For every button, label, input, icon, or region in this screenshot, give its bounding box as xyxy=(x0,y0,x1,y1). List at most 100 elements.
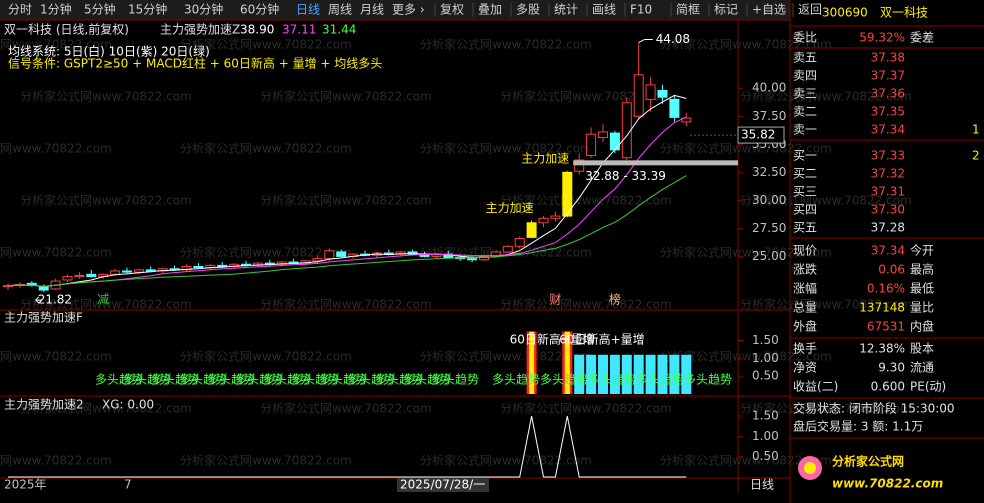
toolbar-tab[interactable]: 15分钟 xyxy=(128,2,167,17)
watermark: 分析家公式网www.70822.com xyxy=(180,453,352,468)
watermark: 分析家公式网www.70822.com xyxy=(500,297,672,312)
ma-legend: 均线系统: 5日(白) 10日(紫) 20日(绿) xyxy=(8,44,210,59)
moving-average xyxy=(7,94,687,287)
signal-label: 主力加速 xyxy=(486,201,534,215)
indicator-bar xyxy=(669,354,680,394)
moving-average xyxy=(7,175,687,287)
stock-code: 300690 xyxy=(822,6,868,20)
quote-value: 12.38% xyxy=(859,342,905,356)
y-tick-label: 27.50 xyxy=(752,221,786,235)
quote-value: 9.30 xyxy=(878,361,905,375)
indicator-bar xyxy=(633,354,644,394)
candle-body xyxy=(562,171,573,217)
after-hours: 盘后交易量: 3 额: 1.1万 xyxy=(793,419,923,434)
trend-label: 多头趋势 xyxy=(540,373,588,387)
toolbar-button[interactable]: 标记 xyxy=(714,3,738,17)
watermark: 分析家公式网www.70822.com xyxy=(20,401,192,416)
toolbar-tab[interactable]: 日线 xyxy=(296,3,320,17)
watermark: 分析家公式网www.70822.com xyxy=(660,245,832,260)
quote-label: 委比 xyxy=(793,31,817,45)
toolbar-button[interactable]: 返回 xyxy=(798,3,822,17)
quote-price: 37.37 xyxy=(871,69,905,83)
signal-tag: 60日新高+量增 xyxy=(559,332,644,347)
candle-body xyxy=(74,274,85,278)
event-marker: 减 xyxy=(97,293,109,307)
watermark: 分析家公式网www.70822.com xyxy=(0,37,112,52)
quote-label: 卖三 xyxy=(793,87,817,101)
toolbar-button[interactable]: 统计 xyxy=(554,3,578,17)
quote-label: 买四 xyxy=(793,203,817,217)
last-price-label: 35.82 xyxy=(741,128,775,142)
candle-body xyxy=(609,132,620,151)
watermark: 分析家公式网www.70822.com xyxy=(500,89,672,104)
toolbar-tab[interactable]: 周线 xyxy=(328,3,352,17)
y-tick-label: 0.50 xyxy=(752,449,779,463)
watermark: 分析家公式网www.70822.com xyxy=(420,453,592,468)
quote-label: 卖一 xyxy=(793,123,817,137)
trend-label: 多头趋势 xyxy=(151,373,199,387)
quote-value: 67531 xyxy=(867,320,905,334)
candle-body xyxy=(62,276,73,281)
watermark: 分析家公式网www.70822.com xyxy=(740,193,912,208)
signal-legend: 信号条件: GSPT2≥50 + MACD红柱 + 60日新高 + 量增 + 均… xyxy=(8,56,382,71)
watermark: 分析家公式网www.70822.com xyxy=(0,141,112,156)
toolbar-tab[interactable]: 1分钟 xyxy=(40,2,72,17)
quote-label: 最低 xyxy=(910,282,934,296)
quote-label: 外盘 xyxy=(793,319,817,334)
toolbar-tab[interactable]: 60分钟 xyxy=(240,2,279,17)
toolbar-tab[interactable]: 5分钟 xyxy=(84,2,116,17)
quote-price: 37.31 xyxy=(871,185,905,199)
toolbar-tab[interactable]: 更多 › xyxy=(392,3,425,17)
candle-body xyxy=(181,266,192,271)
candle-body xyxy=(467,258,478,261)
trend-label: 多头趋势 xyxy=(263,373,311,387)
indicator-value: XG: 0.00 xyxy=(102,398,154,412)
toolbar-button[interactable]: 画线 xyxy=(592,3,616,17)
quote-price: 37.28 xyxy=(871,221,905,235)
quote-label: 量比 xyxy=(910,301,934,315)
toolbar-tab[interactable]: 分时 xyxy=(8,3,32,17)
quote-label: 委差 xyxy=(910,31,934,45)
toolbar-button[interactable]: 复权 xyxy=(440,3,464,17)
watermark: 分析家公式网www.70822.com xyxy=(180,141,352,156)
trend-label: 多头趋势 xyxy=(492,373,540,387)
indicator-bar xyxy=(681,354,692,394)
date-label: 7 xyxy=(124,478,132,492)
watermark: 分析家公式网www.70822.com xyxy=(420,141,592,156)
watermark: 分析家公式网www.70822.com xyxy=(260,297,432,312)
trend-label: 多头趋势 xyxy=(179,373,227,387)
trend-label: 多头趋势 xyxy=(684,373,732,387)
toolbar-tab[interactable]: 月线 xyxy=(360,3,384,17)
toolbar-tab[interactable]: 30分钟 xyxy=(184,2,223,17)
trend-label: 多头趋势 xyxy=(319,373,367,387)
event-marker: 榜 xyxy=(609,292,621,307)
indicator-value: 37.11 xyxy=(282,23,316,37)
toolbar-button[interactable]: 多股 xyxy=(516,3,540,17)
watermark: 分析家公式网www.70822.com xyxy=(0,453,112,468)
toolbar-button[interactable]: +自选 xyxy=(752,3,786,17)
chart-title: 双一科技 (日线,前复权) xyxy=(4,22,129,37)
trend-label: 多头趋势 xyxy=(291,373,339,387)
quote-volume: 1 xyxy=(972,123,980,137)
low-pointer xyxy=(35,296,42,304)
toolbar-button[interactable]: 简框 xyxy=(676,3,700,17)
quote-label: 卖五 xyxy=(793,51,817,65)
candle-body xyxy=(336,251,347,257)
trend-label: 多头趋势 xyxy=(123,373,171,387)
candle-body xyxy=(574,159,585,172)
candle-body xyxy=(145,269,156,272)
quote-price: 37.32 xyxy=(871,167,905,181)
toolbar-button[interactable]: 叠加 xyxy=(478,3,502,17)
candle-body xyxy=(514,237,525,247)
watermark: 分析家公式网www.70822.com xyxy=(180,37,352,52)
watermark: 分析家公式网www.70822.com xyxy=(20,193,192,208)
candle-body xyxy=(38,286,49,291)
panel-title: 主力强势加速F xyxy=(4,311,83,325)
trend-label: 多头趋势 xyxy=(588,373,636,387)
quote-label: 收益(二) xyxy=(793,380,838,394)
y-tick-label: 32.50 xyxy=(752,165,786,179)
event-marker: 财 xyxy=(549,293,561,307)
quote-label: 总量 xyxy=(793,301,817,315)
trend-label: 多头趋势 xyxy=(431,373,479,387)
toolbar-button[interactable]: F10 xyxy=(630,3,652,17)
